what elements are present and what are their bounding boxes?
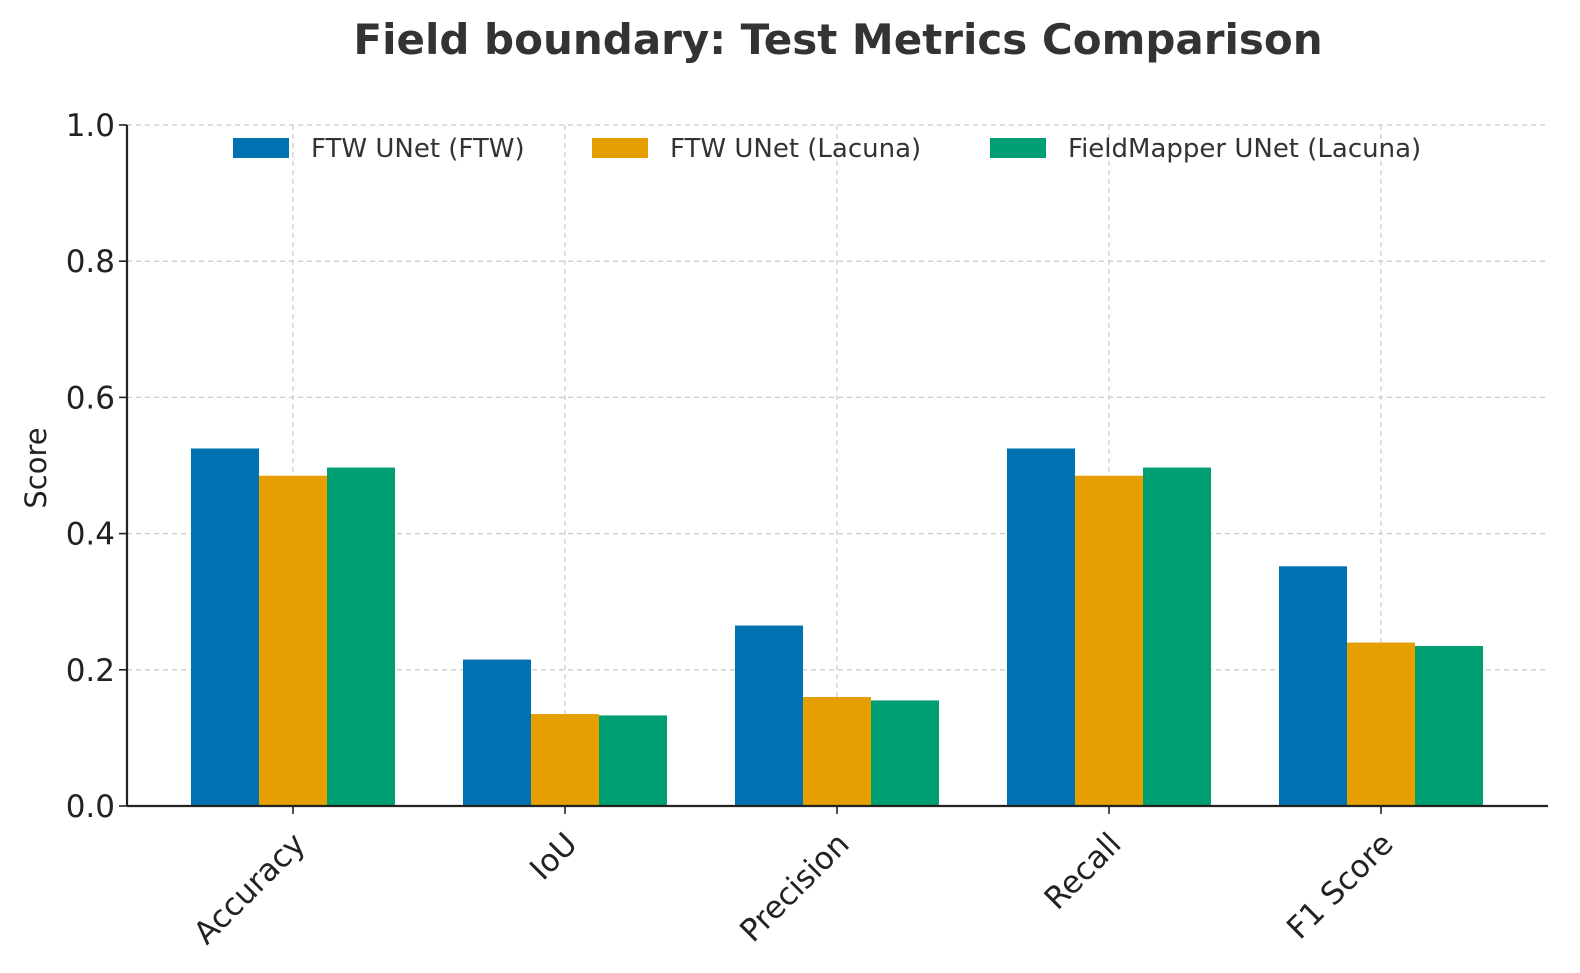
y-axis-label: Score — [19, 427, 53, 508]
series-1 — [259, 475, 1415, 806]
x-tick-label: F1 Score — [1280, 826, 1400, 946]
y-tick-label: 0.8 — [66, 244, 115, 280]
bar — [1075, 475, 1143, 806]
legend-swatch — [592, 138, 648, 158]
x-tick-label: Precision — [733, 826, 856, 949]
y-tick-labels: 0.0 0.2 0.4 0.6 0.8 1.0 — [66, 108, 127, 825]
bar — [735, 625, 803, 806]
y-tick-label: 0.2 — [66, 653, 115, 689]
legend-swatch — [233, 138, 289, 158]
legend: FTW UNet (FTW) FTW UNet (Lacuna) FieldMapp… — [233, 134, 1421, 164]
legend-label: FieldMapper UNet (Lacuna) — [1068, 134, 1421, 164]
y-tick-label: 0.0 — [66, 789, 115, 825]
bar — [259, 475, 327, 806]
bar — [191, 448, 259, 806]
legend-item: FieldMapper UNet (Lacuna) — [990, 134, 1421, 164]
bar — [871, 700, 939, 806]
bar — [327, 467, 395, 806]
bar — [803, 697, 871, 806]
legend-item: FTW UNet (FTW) — [233, 134, 525, 164]
bar — [1347, 642, 1415, 806]
series-2 — [327, 467, 1483, 806]
y-tick-label: 1.0 — [66, 108, 115, 144]
bar — [1415, 645, 1483, 806]
series-0 — [191, 448, 1347, 806]
bars — [191, 448, 1483, 806]
bar — [463, 659, 531, 806]
legend-swatch — [990, 138, 1046, 158]
legend-item: FTW UNet (Lacuna) — [592, 134, 921, 164]
x-tick-label: Recall — [1038, 826, 1129, 917]
chart-title: Field boundary: Test Metrics Comparison — [353, 15, 1322, 64]
bar — [1007, 448, 1075, 806]
bar — [1279, 566, 1347, 806]
bar — [531, 714, 599, 806]
bar — [599, 715, 667, 806]
bar — [1143, 467, 1211, 806]
legend-label: FTW UNet (FTW) — [311, 134, 525, 164]
y-tick-label: 0.4 — [66, 517, 115, 553]
legend-label: FTW UNet (Lacuna) — [670, 134, 921, 164]
x-tick-label: IoU — [523, 826, 584, 887]
x-tick-labels: Accuracy IoU Precision Recall F1 Score — [187, 806, 1401, 952]
x-tick-label: Accuracy — [187, 826, 313, 952]
y-tick-label: 0.6 — [66, 380, 115, 416]
